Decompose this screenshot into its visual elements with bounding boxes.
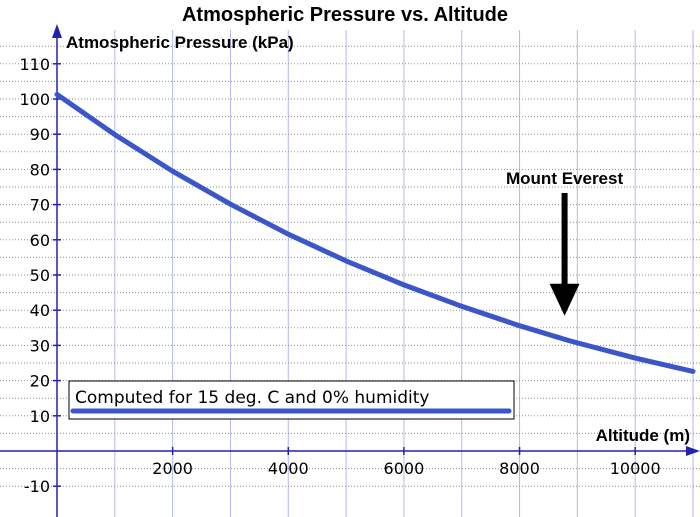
pressure-curve	[54, 91, 696, 374]
y-tick-label: 30	[30, 336, 50, 355]
y-axis-label: Atmospheric Pressure (kPa)	[66, 33, 294, 52]
y-tick-label: 80	[30, 160, 50, 179]
x-axis-arrow	[686, 446, 700, 456]
x-tick-label: 8000	[499, 459, 540, 478]
annotations: Mount Everest	[506, 169, 623, 316]
chart-title: Atmospheric Pressure vs. Altitude	[182, 4, 508, 26]
tick-labels: 2000 4000 6000 8000 10000 -10 10 20 30 40 50 60 70 80…	[19, 55, 660, 496]
axes	[0, 24, 700, 517]
y-axis-arrow	[52, 24, 62, 38]
y-tick-label: 10	[30, 407, 50, 426]
y-tick-label: 70	[30, 196, 50, 215]
grid	[0, 30, 700, 517]
y-tick-label: 20	[30, 372, 50, 391]
y-tick-label: 50	[30, 266, 50, 285]
y-tick-label: 90	[30, 125, 50, 144]
y-tick-label: 60	[30, 231, 50, 250]
x-tick-label: 6000	[384, 459, 425, 478]
legend-text: Computed for 15 deg. C and 0% humidity	[75, 388, 430, 408]
legend: Computed for 15 deg. C and 0% humidity	[68, 380, 515, 420]
x-axis-label: Altitude (m)	[596, 426, 690, 445]
series-layer	[54, 91, 696, 374]
y-tick-label: 40	[30, 301, 50, 320]
y-tick-label: 100	[19, 90, 50, 109]
x-tick-label: 4000	[268, 459, 309, 478]
mount-everest-arrow-shaft	[561, 193, 568, 286]
mount-everest-label: Mount Everest	[506, 169, 623, 188]
mount-everest-arrow-head	[549, 283, 580, 316]
y-tick-label: 110	[19, 55, 50, 74]
y-tick-label: -10	[24, 477, 50, 496]
x-tick-label: 2000	[152, 459, 193, 478]
x-tick-label: 10000	[610, 459, 661, 478]
